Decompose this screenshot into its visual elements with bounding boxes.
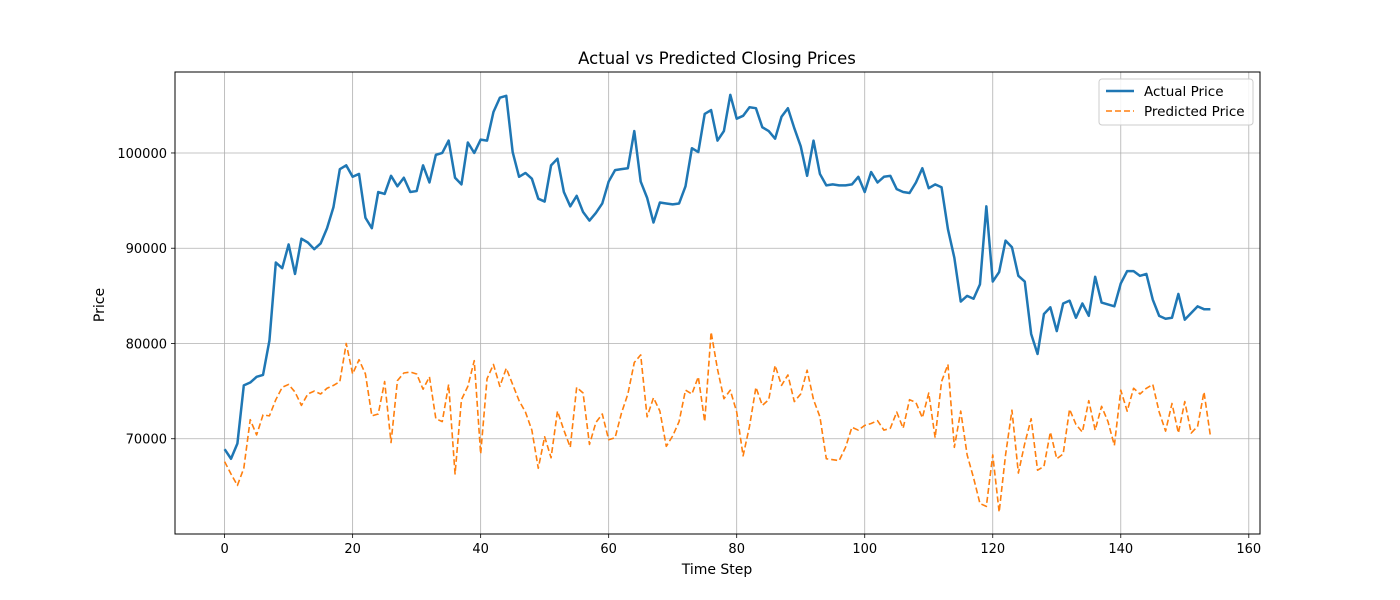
y-tick-label: 70000 <box>126 433 167 448</box>
x-tick-label: 40 <box>472 542 489 557</box>
plot-frame <box>174 71 1261 535</box>
x-tick-label: 120 <box>980 542 1005 557</box>
y-tick-label: 80000 <box>126 337 167 352</box>
y-tick-label: 90000 <box>126 242 167 257</box>
x-tick-label: 0 <box>220 542 228 557</box>
grid-lines <box>175 72 1260 534</box>
legend-label-predicted-price: Predicted Price <box>1144 104 1245 120</box>
legend-label-actual-price: Actual Price <box>1144 84 1224 100</box>
series-layer <box>223 93 1212 513</box>
x-tick-label: 160 <box>1236 542 1261 557</box>
series-line-actual-price <box>223 93 1211 460</box>
axis-ticks: 0 20 40 60 80 100 120 140 160 70000 80000 90000 1000… <box>117 147 1261 557</box>
legend: Actual Price Predicted Price <box>1098 78 1254 126</box>
x-axis-title: Time Step <box>681 562 753 578</box>
x-tick-label: 80 <box>728 542 745 557</box>
x-tick-label: 140 <box>1108 542 1133 557</box>
x-tick-label: 100 <box>852 542 877 557</box>
y-tick-label: 100000 <box>117 147 167 162</box>
legend-box <box>1098 78 1254 126</box>
x-tick-label: 20 <box>344 542 361 557</box>
x-tick-label: 60 <box>600 542 617 557</box>
y-axis-title: Price <box>92 288 108 322</box>
chart-title: Actual vs Predicted Closing Prices <box>578 49 856 68</box>
series-line-predicted-price <box>223 331 1212 513</box>
